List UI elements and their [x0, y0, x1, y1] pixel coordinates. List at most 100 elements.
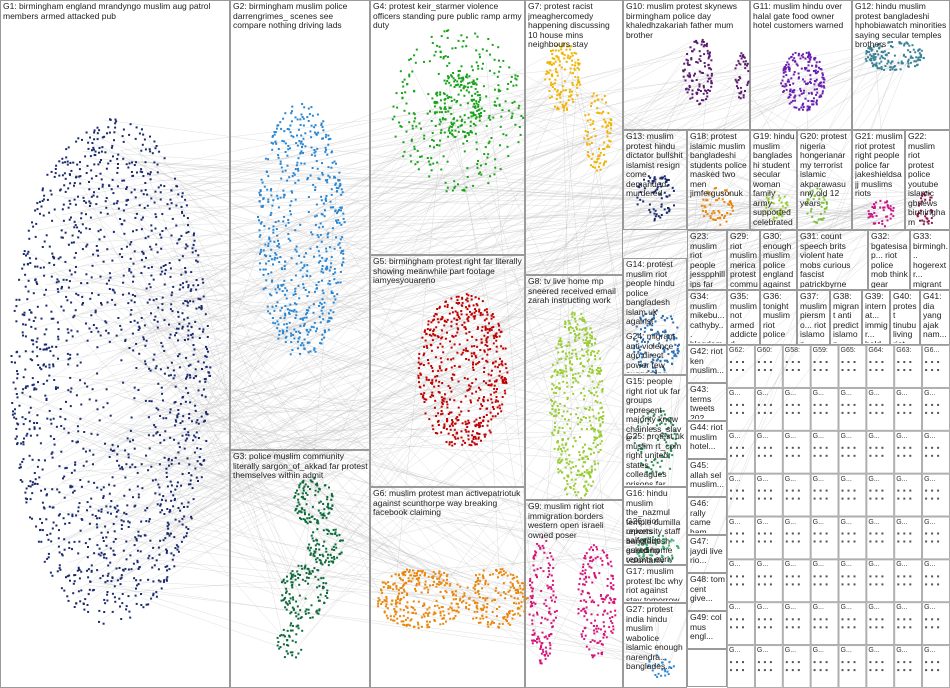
- node: [118, 253, 121, 256]
- node: [288, 176, 291, 179]
- node: [173, 401, 176, 404]
- node: [158, 486, 161, 489]
- node: [22, 443, 25, 446]
- node: [173, 374, 176, 377]
- node: [496, 97, 499, 100]
- node: [66, 299, 69, 302]
- edge: [298, 266, 586, 573]
- node: [67, 206, 70, 209]
- node: [450, 121, 453, 124]
- node: [43, 274, 46, 277]
- node: [149, 369, 152, 372]
- edge: [643, 62, 795, 196]
- node: [163, 439, 166, 442]
- node: [295, 262, 298, 265]
- node: [121, 468, 124, 471]
- node: [92, 253, 95, 256]
- edge: [311, 359, 489, 537]
- node: [392, 105, 395, 108]
- node: [140, 604, 143, 606]
- node: [273, 258, 276, 261]
- node: [502, 133, 505, 136]
- node: [106, 531, 109, 534]
- node: [258, 191, 261, 194]
- node: [45, 328, 48, 331]
- node: [447, 77, 450, 80]
- node: [46, 557, 49, 560]
- node: [326, 498, 329, 501]
- edge: [498, 324, 579, 447]
- node: [332, 301, 335, 304]
- node: [427, 320, 430, 323]
- node: [282, 196, 285, 199]
- node: [299, 517, 301, 520]
- edge: [12, 399, 556, 596]
- node: [291, 581, 294, 584]
- edge: [61, 157, 649, 415]
- node: [410, 138, 413, 141]
- node: [314, 483, 317, 486]
- node: [274, 252, 277, 255]
- node: [73, 184, 75, 187]
- node: [294, 168, 297, 170]
- edge: [744, 83, 810, 196]
- node: [474, 82, 477, 85]
- node: [306, 522, 309, 525]
- node: [179, 402, 182, 405]
- node: [144, 237, 147, 240]
- node: [161, 498, 163, 501]
- edge: [37, 66, 877, 231]
- node: [37, 540, 40, 543]
- node: [276, 197, 279, 200]
- node: [183, 318, 186, 321]
- node: [19, 479, 22, 481]
- node: [286, 326, 289, 329]
- node: [67, 389, 70, 392]
- node: [159, 434, 161, 437]
- edge: [95, 222, 655, 542]
- node: [294, 317, 297, 319]
- edge: [148, 207, 780, 334]
- node: [287, 148, 290, 151]
- edge: [76, 353, 581, 599]
- edge: [58, 52, 885, 462]
- node: [103, 611, 106, 613]
- node: [148, 283, 151, 286]
- node: [62, 203, 65, 206]
- node: [96, 517, 98, 520]
- node: [109, 414, 112, 417]
- node: [329, 266, 332, 269]
- node: [259, 268, 262, 271]
- node: [197, 284, 200, 287]
- node: [302, 344, 305, 347]
- node: [126, 504, 129, 507]
- node: [332, 311, 335, 314]
- node: [111, 144, 114, 147]
- node: [323, 336, 326, 339]
- node: [318, 608, 321, 611]
- edge: [188, 198, 883, 476]
- node: [276, 194, 279, 197]
- node: [168, 568, 171, 571]
- node: [315, 548, 317, 551]
- node: [283, 140, 286, 143]
- edge: [84, 131, 652, 364]
- node: [297, 284, 300, 287]
- node: [171, 310, 174, 313]
- node: [315, 284, 318, 286]
- node: [189, 300, 192, 303]
- edge: [92, 95, 553, 440]
- node: [137, 568, 140, 570]
- node: [317, 250, 320, 253]
- node: [202, 328, 205, 331]
- node: [153, 140, 156, 143]
- edge: [106, 580, 532, 601]
- node: [177, 327, 180, 330]
- node: [270, 194, 273, 197]
- node: [70, 329, 73, 332]
- node: [159, 504, 162, 507]
- node: [199, 298, 202, 301]
- node: [457, 126, 460, 129]
- node: [306, 333, 309, 336]
- node: [95, 399, 98, 402]
